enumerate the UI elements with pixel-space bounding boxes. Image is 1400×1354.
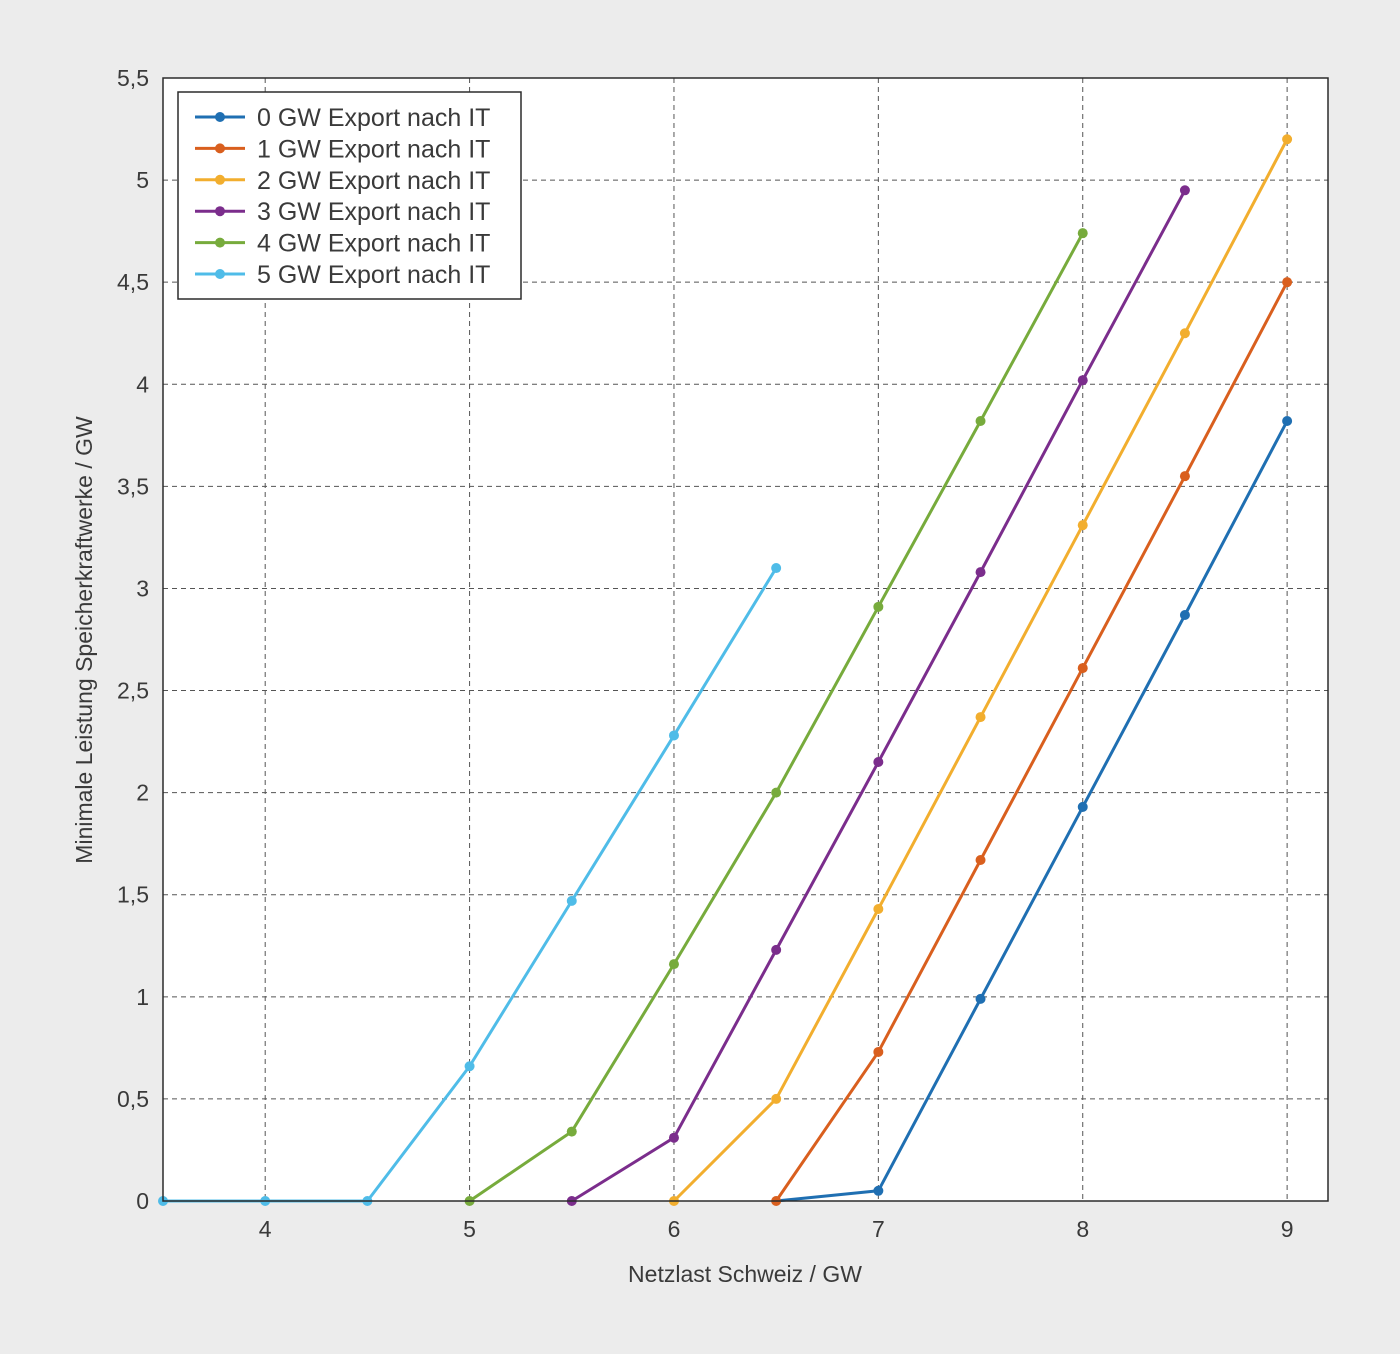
- legend-item: 3 GW Export nach IT: [195, 198, 490, 226]
- legend-swatch-marker: [215, 143, 225, 154]
- y-tick-label: 1,5: [117, 882, 149, 908]
- data-point: [1077, 375, 1088, 386]
- data-point: [1179, 185, 1190, 196]
- data-point: [975, 855, 986, 866]
- legend-label: 0 GW Export nach IT: [257, 104, 490, 132]
- data-point: [873, 904, 884, 915]
- data-point: [1077, 663, 1088, 674]
- x-tick-label: 5: [463, 1216, 476, 1242]
- y-tick-label: 5: [136, 167, 149, 193]
- y-tick-label: 3: [136, 575, 149, 601]
- data-point: [771, 787, 782, 798]
- x-tick-label: 6: [668, 1216, 681, 1242]
- tick-labels: 4 5 6 7 8 9 0 0,5 1 1,5 2 2,5 3 3,5 4 4,5 5 5,5: [117, 65, 1294, 1242]
- series-line: [776, 420, 1289, 1203]
- legend-swatch-marker: [215, 174, 225, 185]
- y-tick-label: 1: [136, 984, 149, 1010]
- data-point: [1077, 801, 1088, 812]
- data-point: [975, 416, 986, 427]
- grid: [163, 77, 1328, 1201]
- data-point: [1179, 471, 1190, 482]
- legend-item: 4 GW Export nach IT: [195, 230, 490, 258]
- series-2: [668, 134, 1293, 1206]
- y-tick-label: 4,5: [117, 269, 149, 295]
- data-point: [1282, 416, 1293, 427]
- plot-frame: [162, 77, 1329, 1202]
- x-tick-label: 7: [872, 1216, 885, 1242]
- legend-item: 1 GW Export nach IT: [195, 135, 490, 163]
- y-tick-label: 0: [136, 1188, 149, 1214]
- data-point: [1282, 277, 1293, 288]
- data-point: [873, 601, 884, 612]
- data-point: [668, 959, 679, 970]
- y-tick-label: 2: [136, 780, 149, 806]
- series-3: [566, 185, 1190, 1206]
- legend-label: 2 GW Export nach IT: [257, 167, 490, 195]
- data-point: [873, 757, 884, 768]
- data-point: [975, 567, 986, 578]
- x-tick-label: 8: [1076, 1216, 1089, 1242]
- y-axis-title: Minimale Leistung Speicherkraftwerke / G…: [71, 416, 97, 864]
- legend-swatch-marker: [215, 112, 225, 122]
- data-point: [771, 944, 782, 955]
- legend-swatch-marker: [215, 237, 225, 248]
- data-point: [1282, 134, 1293, 145]
- legend-label: 5 GW Export nach IT: [257, 261, 490, 289]
- data-point: [668, 730, 679, 741]
- legend-label: 1 GW Export nach IT: [257, 135, 490, 163]
- series-0: [776, 416, 1293, 1203]
- data-point: [1179, 609, 1190, 620]
- data-point: [975, 712, 986, 723]
- data-point: [873, 1185, 884, 1196]
- x-axis-title: Netzlast Schweiz / GW: [628, 1261, 862, 1287]
- series-4: [464, 228, 1088, 1206]
- legend-label: 4 GW Export nach IT: [257, 230, 490, 258]
- legend-swatch-marker: [215, 206, 225, 217]
- legend-box: [177, 91, 522, 300]
- y-tick-label: 4: [136, 371, 149, 397]
- data-point: [771, 1093, 782, 1104]
- legend-label: 3 GW Export nach IT: [257, 198, 490, 226]
- series-line: [774, 281, 1289, 1202]
- data-point: [975, 993, 986, 1004]
- data-point: [566, 895, 577, 906]
- x-tick-label: 9: [1281, 1216, 1294, 1242]
- legend-item: 5 GW Export nach IT: [195, 261, 490, 289]
- y-tick-label: 3,5: [117, 473, 149, 499]
- data-point: [668, 1132, 679, 1143]
- data-point: [1179, 328, 1190, 339]
- y-tick-label: 2,5: [117, 678, 149, 704]
- data-point: [1077, 520, 1088, 531]
- data-point: [771, 563, 782, 574]
- series-1: [771, 277, 1293, 1206]
- x-tick-label: 4: [259, 1216, 272, 1242]
- legend-swatch-marker: [215, 269, 225, 279]
- y-tick-label: 5,5: [117, 65, 149, 91]
- legend: 0 GW Export nach IT 1 GW Export nach IT 2 …: [177, 91, 522, 300]
- series-group: [158, 134, 1293, 1206]
- y-tick-label: 0,5: [117, 1086, 149, 1112]
- data-point: [464, 1061, 475, 1072]
- legend-item: 2 GW Export nach IT: [195, 167, 490, 195]
- data-point: [873, 1046, 884, 1057]
- data-point: [566, 1126, 577, 1137]
- data-point: [1077, 228, 1088, 239]
- legend-item: 0 GW Export nach IT: [195, 104, 490, 132]
